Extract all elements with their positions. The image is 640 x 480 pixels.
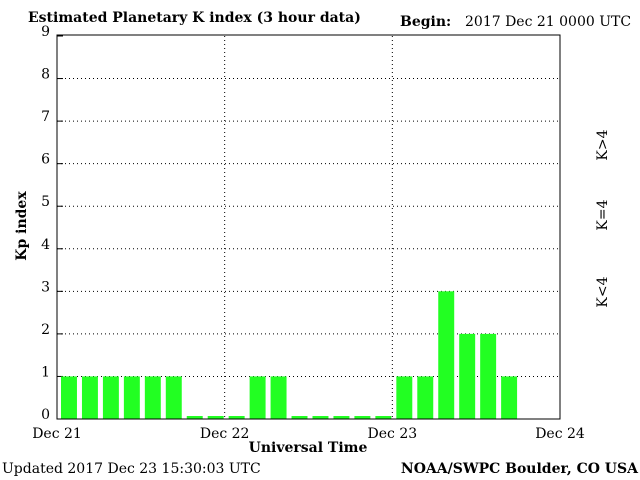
source: NOAA/SWPC Boulder, CO USA xyxy=(401,461,639,477)
updated: Updated 2017 Dec 23 15:30:03 UTC xyxy=(2,461,261,477)
begin: 2017 Dec 21 0000 UTC xyxy=(465,14,631,30)
bar xyxy=(228,416,245,419)
plot-frame xyxy=(56,34,561,420)
bar xyxy=(207,416,224,419)
bar xyxy=(396,376,413,419)
y-tick-label: 5 xyxy=(41,194,50,210)
bar xyxy=(123,376,140,419)
y-tick-label: 9 xyxy=(41,24,50,40)
bar xyxy=(165,376,182,419)
bar xyxy=(459,333,476,419)
bar xyxy=(144,376,161,419)
x-axis-label: Universal Time xyxy=(249,440,368,456)
chart-title: Estimated Planetary K index (3 hour data… xyxy=(28,10,361,26)
legend-entry: K<4 xyxy=(595,276,611,307)
x-tick-label: Dec 22 xyxy=(200,426,250,442)
y-tick-label: 1 xyxy=(41,364,50,380)
x-tick-label: Dec 24 xyxy=(535,426,585,442)
y-axis-label: Kp index xyxy=(14,191,30,261)
y-tick-label: 8 xyxy=(41,67,50,83)
y-tick-label: 0 xyxy=(41,407,50,423)
bar xyxy=(501,376,518,419)
legend-entry: K=4 xyxy=(595,199,611,230)
y-tick-label: 4 xyxy=(41,237,50,253)
y-tick-label: 3 xyxy=(41,279,50,295)
bar xyxy=(333,416,350,419)
x-tick-label: Dec 23 xyxy=(368,426,418,442)
begin-label: Begin: xyxy=(400,14,451,30)
bar xyxy=(417,376,434,419)
x-tick-label: Dec 21 xyxy=(32,426,82,442)
bar xyxy=(480,333,497,419)
bar xyxy=(375,416,392,419)
bar xyxy=(291,416,308,419)
bar xyxy=(438,291,455,419)
bar xyxy=(312,416,329,419)
bar xyxy=(186,416,203,419)
bar xyxy=(354,416,371,419)
bar xyxy=(249,376,266,419)
y-tick-label: 7 xyxy=(41,109,50,125)
y-tick-label: 2 xyxy=(41,322,50,338)
y-tick-label: 6 xyxy=(41,152,50,168)
bar xyxy=(61,376,77,419)
bar xyxy=(81,376,98,419)
bar xyxy=(102,376,119,419)
legend-entry: K>4 xyxy=(595,129,611,160)
bar xyxy=(270,376,287,419)
